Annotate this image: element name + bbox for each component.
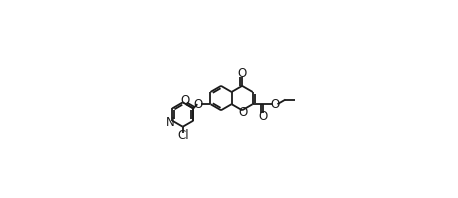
Text: O: O bbox=[239, 106, 248, 119]
Text: O: O bbox=[258, 110, 268, 123]
Text: N: N bbox=[166, 116, 175, 129]
Text: O: O bbox=[194, 98, 203, 111]
Text: O: O bbox=[238, 67, 247, 80]
Text: O: O bbox=[270, 98, 279, 111]
Text: O: O bbox=[180, 94, 190, 107]
Text: Cl: Cl bbox=[177, 129, 189, 142]
